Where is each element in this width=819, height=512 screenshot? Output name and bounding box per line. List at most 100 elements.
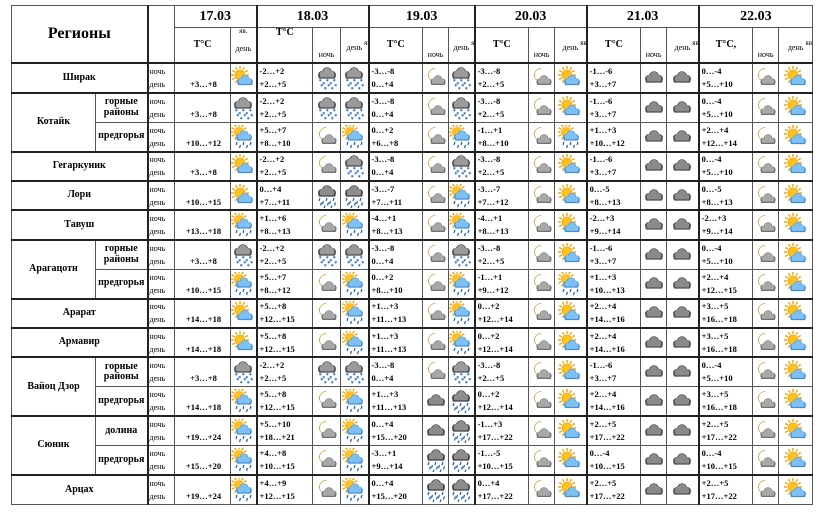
- weather-icon-cell: [640, 415, 668, 447]
- cloud-icon: [644, 100, 663, 113]
- phenomena-label: яв.: [239, 27, 248, 36]
- svg-text:*: *: [326, 373, 329, 379]
- temperature-range: +1…+3 +11…+13: [367, 326, 424, 358]
- sun-rain-cloud-icon: [231, 124, 253, 148]
- weather-icon-cell: [640, 326, 668, 358]
- weather-icon-cell: [340, 474, 370, 505]
- night-temperature: -3…-8: [477, 154, 501, 165]
- cloud-icon: [673, 306, 692, 318]
- region-name: Ширак: [10, 62, 149, 94]
- svg-text:*: *: [249, 109, 252, 115]
- svg-text:*: *: [247, 381, 250, 384]
- night-temperature: +2…+4: [589, 330, 617, 341]
- sun-cloud-icon: [783, 242, 806, 262]
- sun-cloud-icon: [783, 66, 806, 86]
- svg-text:*: *: [362, 84, 365, 90]
- night-temperature: 0…+4: [371, 419, 394, 430]
- temperature-range: +3…+8: [174, 356, 232, 388]
- svg-text:*: *: [357, 259, 360, 265]
- weather-icon-cell: [640, 238, 668, 270]
- sun-cloud-icon: [783, 301, 806, 321]
- weather-icon-cell: [528, 268, 556, 300]
- cloud-snow-icon: * * * * ** * * * *: [452, 96, 472, 120]
- day-temperature: +5…+10: [701, 373, 733, 384]
- weather-icon-cell: [554, 62, 588, 94]
- day-temperature: +14…+18: [185, 314, 222, 325]
- night-label: ночь: [149, 67, 166, 76]
- svg-text:*: *: [464, 259, 467, 265]
- weather-icon-cell: [312, 386, 342, 417]
- temperature-range: 0…-4 +5…+10: [697, 238, 754, 270]
- table-row: предгорья ночь день +10…+12 +5…+7 +8…+10 0…+2 +…: [12, 121, 814, 153]
- day-temperature: +3…+8: [190, 255, 217, 266]
- temperature-range: +3…+8: [174, 91, 232, 123]
- weather-icon-cell: [778, 209, 814, 241]
- night-column-header: ночь: [422, 27, 450, 64]
- weather-icon-cell: [752, 356, 780, 388]
- weather-icon-cell: [666, 386, 700, 417]
- sun-cloud-icon: [231, 183, 254, 203]
- temperature-range: +2…+5 +17…+22: [697, 474, 754, 505]
- weather-icon-cell: [230, 209, 258, 241]
- sun-cloud-icon: [558, 448, 581, 468]
- moon-cloud-icon: [533, 185, 552, 203]
- cloud-icon: [644, 483, 663, 495]
- temperature-range: +1…+3 +11…+13: [367, 386, 424, 417]
- day-temperature: 0…+4: [371, 79, 394, 89]
- sun-rain-cloud-icon: [342, 389, 364, 413]
- night-label: ночь: [149, 331, 166, 341]
- night-temperature: [177, 477, 230, 490]
- cloud-icon: [644, 218, 663, 230]
- svg-text:*: *: [355, 172, 358, 178]
- svg-text:*: *: [324, 264, 327, 267]
- moon-cloud-icon: [427, 215, 446, 232]
- temperature-range: +3…+5 +16…+18: [697, 297, 754, 329]
- cloud-snow-icon: * * * * ** * * * *: [234, 96, 254, 120]
- svg-text:*: *: [326, 79, 329, 85]
- night-label: ночь: [149, 96, 166, 106]
- svg-text:*: *: [458, 117, 461, 120]
- svg-text:*: *: [469, 172, 472, 178]
- night-temperature: +5…+7: [259, 124, 287, 135]
- day-temperature: +3…+7: [589, 167, 617, 178]
- day-temperature: +10…+15: [589, 461, 625, 472]
- night-column-header: ночь: [640, 27, 668, 64]
- night-temperature: -1…-6: [589, 154, 613, 165]
- night-temperature: [177, 124, 230, 137]
- svg-text:*: *: [362, 114, 365, 120]
- svg-text:*: *: [239, 112, 242, 118]
- day-temperature: +5…+10: [701, 79, 733, 89]
- day-temperature: +2…+5: [477, 167, 505, 178]
- sun-cloud-icon: [783, 330, 806, 350]
- cloud-rain-icon: [426, 449, 445, 473]
- day-label: день: [149, 491, 166, 501]
- temperature-range: -1…-6 +3…+7: [585, 356, 642, 388]
- svg-text:*: *: [244, 261, 247, 267]
- svg-text:*: *: [320, 261, 323, 267]
- temperature-range: 0…-4 +5…+10: [697, 62, 754, 94]
- svg-text:*: *: [350, 82, 353, 88]
- svg-text:*: *: [322, 376, 325, 382]
- svg-text:*: *: [242, 109, 245, 115]
- weather-icon-cell: [554, 326, 588, 358]
- svg-text:*: *: [355, 261, 358, 267]
- sun-rain-cloud-icon: [449, 301, 471, 325]
- sun-rain-cloud-icon: [342, 330, 364, 354]
- subregion-name: предгорья: [94, 121, 149, 153]
- svg-text:*: *: [465, 117, 468, 120]
- temperature-range: +2…+4 +12…+15: [697, 268, 754, 300]
- weather-icon-cell: [666, 356, 700, 388]
- night-temperature: -1…-6: [589, 360, 613, 371]
- date-header: 22.03: [697, 4, 814, 29]
- svg-text:*: *: [353, 109, 356, 115]
- night-temperature: -3…-8: [477, 66, 501, 76]
- temperature-range: -2…+2 +2…+5: [255, 62, 314, 94]
- day-temperature: +3…+8: [190, 79, 217, 89]
- svg-text:*: *: [350, 376, 353, 382]
- temperature-range: +5…+7 +8…+12: [255, 268, 314, 300]
- sun-cloud-icon: [558, 213, 581, 233]
- svg-text:*: *: [319, 256, 322, 262]
- svg-text:*: *: [358, 381, 361, 384]
- svg-text:*: *: [462, 84, 465, 90]
- temperature-range: +2…+5 +17…+22: [585, 474, 642, 505]
